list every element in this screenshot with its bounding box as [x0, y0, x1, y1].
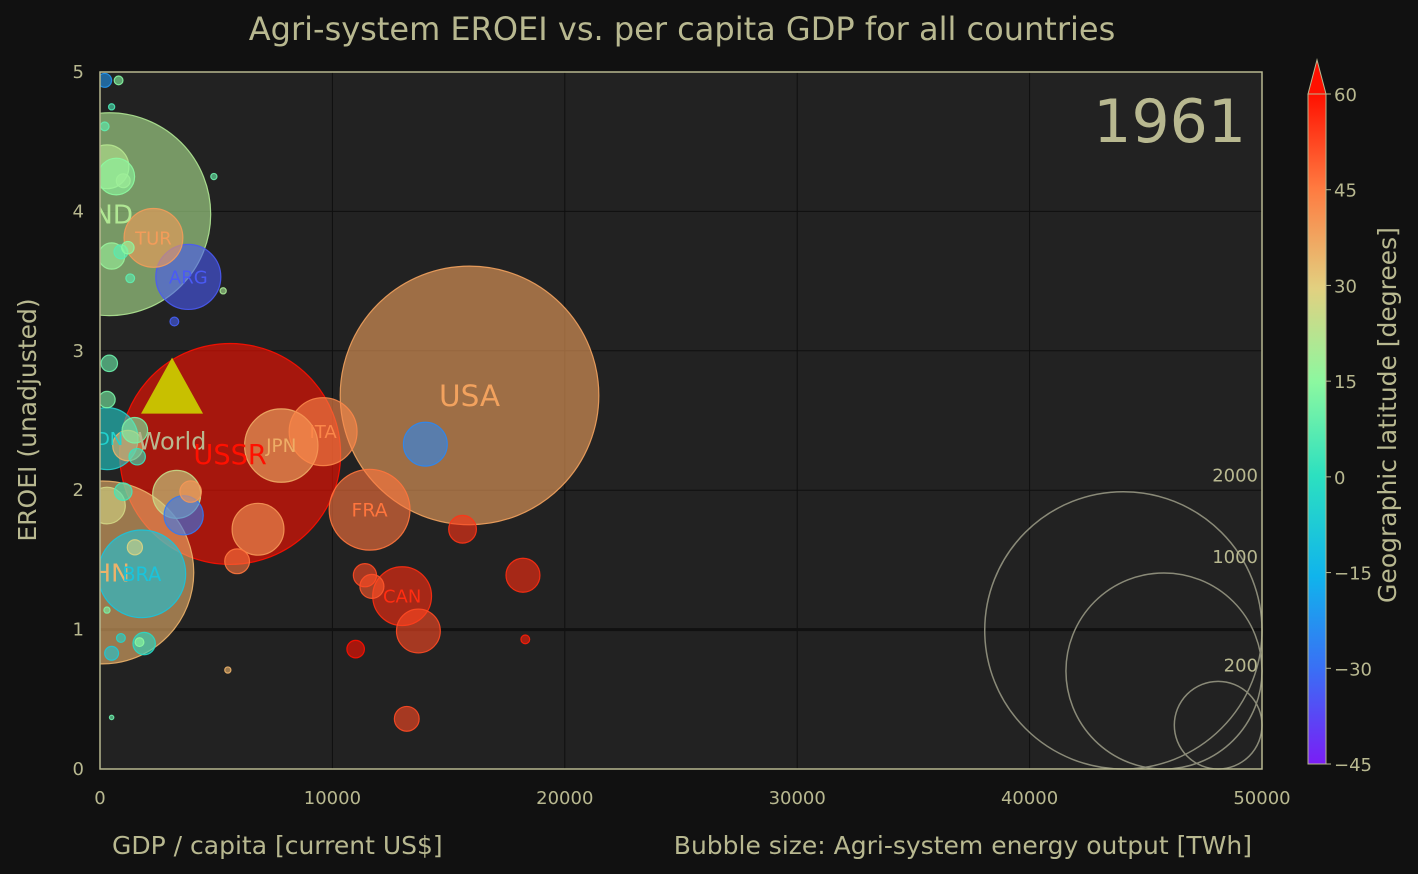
label-can: CAN: [383, 587, 421, 608]
label-ita: ITA: [309, 422, 337, 443]
world-marker: World: [138, 357, 207, 456]
bubble: [163, 495, 204, 536]
bubble: [224, 666, 232, 674]
bubble: [505, 557, 541, 593]
bubble: [125, 273, 136, 284]
bubble: [113, 482, 133, 501]
x-tick-label: 0: [94, 788, 105, 809]
size-label: Bubble size: Agri-system energy output […: [674, 831, 1252, 860]
bubble: [179, 480, 202, 503]
y-tick-label: 2: [73, 480, 84, 501]
world-triangle-icon: [141, 357, 204, 414]
bubble: [520, 634, 531, 645]
bubble: [448, 514, 478, 544]
x-tick-label: 30000: [769, 788, 826, 809]
bubble: [100, 121, 110, 132]
x-tick-label: 20000: [536, 788, 593, 809]
bubble: [210, 172, 218, 181]
colorbar-tick-label: 0: [1334, 468, 1345, 489]
bubble: [103, 606, 111, 614]
colorbar-tick-label: −15: [1334, 564, 1372, 585]
label-ind: IND: [86, 201, 133, 231]
bubble-fra: [328, 468, 411, 551]
bubble: [100, 390, 116, 409]
bubble: [395, 608, 441, 654]
bubble: [104, 645, 120, 661]
bubble: [121, 416, 149, 444]
y-axis-ticks: 0 1 2 3 4 5: [73, 62, 84, 780]
label-tur: TUR: [134, 228, 172, 249]
colorbar-tick-label: −45: [1334, 755, 1372, 776]
label-chn: CHN: [75, 558, 130, 587]
bubble: [393, 705, 420, 732]
x-axis-ticks: 0 10000 20000 30000 40000 50000: [94, 788, 1290, 809]
size-legend-label: 200: [1224, 655, 1258, 676]
year-label: 1961: [1093, 87, 1246, 157]
colorbar-gradient: [1307, 93, 1327, 765]
bubble: [100, 72, 113, 88]
label-arg: ARG: [169, 267, 208, 288]
bubble-tur: [123, 207, 184, 268]
y-axis-label: EROEI (unadjusted): [13, 298, 42, 541]
x-tick-label: 10000: [304, 788, 361, 809]
colorbar: −45 −30 −15 0 15 30 45 60 Geographic latitude […: [1307, 58, 1402, 776]
label-bra: BRA: [122, 563, 162, 586]
bubble: [231, 502, 285, 556]
y-tick-label: 4: [73, 201, 84, 222]
chart-title: Agri-system EROEI vs. per capita GDP for…: [249, 10, 1115, 48]
x-axis-label: GDP / capita [current US$]: [112, 831, 443, 860]
bubble: [121, 240, 135, 255]
bubble-bra: [100, 529, 187, 619]
bubble: [128, 447, 146, 466]
y-tick-label: 1: [73, 620, 84, 641]
bubble: [346, 639, 366, 659]
bubble: [115, 173, 131, 189]
colorbar-tick-label: 45: [1334, 181, 1357, 202]
label-jpn: JPN: [265, 436, 296, 457]
y-tick-label: 5: [73, 62, 84, 83]
bubble: [219, 287, 227, 295]
colorbar-tick-label: −30: [1334, 659, 1372, 680]
bubble: [126, 539, 144, 556]
bubble: [352, 563, 378, 588]
bubble: [402, 421, 448, 467]
label-ussr: USSR: [193, 440, 267, 471]
colorbar-tick-label: 30: [1334, 276, 1357, 297]
colorbar-tick-label: 60: [1334, 85, 1357, 106]
colorbar-tick-label: 15: [1334, 372, 1357, 393]
size-legend-label: 1000: [1212, 547, 1258, 568]
bubble: [169, 316, 180, 327]
world-label: World: [138, 428, 207, 456]
colorbar-label: Geographic latitude [degrees]: [1373, 227, 1402, 603]
bubble: [100, 354, 119, 373]
bubble: [108, 714, 115, 721]
x-tick-label: 50000: [1233, 788, 1290, 809]
y-tick-label: 3: [73, 341, 84, 362]
bubble: [134, 637, 145, 648]
bubble-ita: [288, 397, 358, 467]
x-tick-label: 40000: [1001, 788, 1058, 809]
colorbar-extend-arrow: [1307, 58, 1327, 95]
label-usa: USA: [439, 379, 500, 413]
y-tick-label: 0: [73, 759, 84, 780]
bubble: [115, 632, 126, 643]
label-idn: IDN: [91, 429, 124, 450]
bubble: [113, 75, 124, 86]
label-fra: FRA: [352, 501, 388, 522]
colorbar-ticks: −45 −30 −15 0 15 30 45 60: [1326, 85, 1372, 776]
size-legend-label: 2000: [1212, 466, 1258, 487]
plot-frame: [99, 71, 1263, 770]
bubble: [224, 548, 251, 575]
bubble: [107, 103, 116, 111]
